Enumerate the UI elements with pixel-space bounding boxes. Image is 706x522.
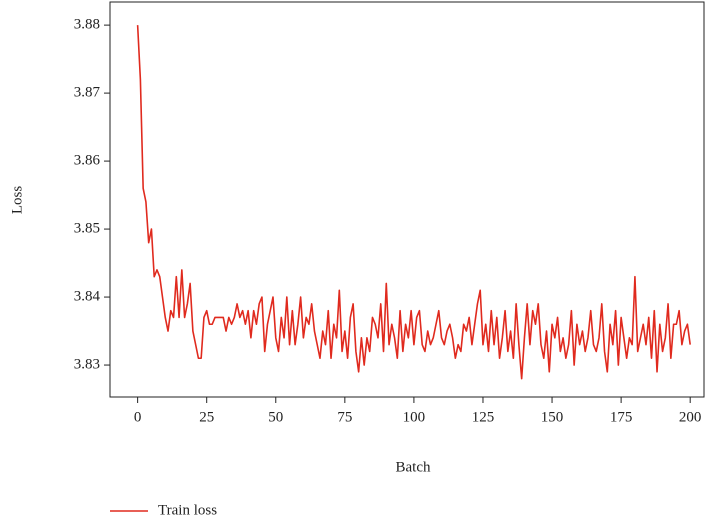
x-tick-label: 75 bbox=[337, 409, 352, 425]
x-tick-label: 150 bbox=[541, 409, 564, 425]
x-tick-label: 200 bbox=[679, 409, 702, 425]
x-tick-label: 125 bbox=[472, 409, 495, 425]
plot-frame bbox=[109, 1, 705, 398]
y-tick-label: 3.83 bbox=[74, 356, 100, 372]
y-tick-label: 3.87 bbox=[74, 85, 101, 101]
x-tick-label: 175 bbox=[610, 409, 633, 425]
y-tick-label: 3.84 bbox=[74, 288, 101, 304]
y-tick-label: 3.88 bbox=[74, 17, 100, 33]
y-axis-label: Loss bbox=[9, 186, 25, 215]
y-tick-label: 3.86 bbox=[74, 153, 101, 169]
x-tick-label: 0 bbox=[134, 409, 142, 425]
legend-label: Train loss bbox=[158, 502, 217, 518]
data-line bbox=[136, 25, 691, 380]
x-tick-label: 50 bbox=[268, 409, 283, 425]
x-axis-label: Batch bbox=[396, 459, 431, 475]
x-tick-label: 100 bbox=[403, 409, 426, 425]
y-tick-label: 3.85 bbox=[74, 221, 100, 237]
x-tick-label: 25 bbox=[199, 409, 214, 425]
